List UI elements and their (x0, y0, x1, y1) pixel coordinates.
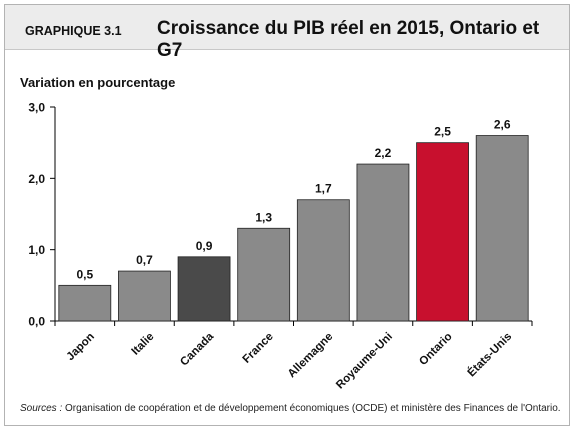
bar-value-label: 0,5 (76, 267, 93, 281)
x-tick-label: Royaume-Uni (334, 331, 395, 392)
sources-text: Organisation de coopération et de dévelo… (65, 403, 561, 414)
bar-value-label: 0,9 (196, 239, 213, 253)
y-tick-label: 0,0 (28, 315, 45, 329)
bar-value-label: 1,7 (315, 182, 332, 196)
sources-note: Sources : Organisation de coopération et… (20, 403, 561, 414)
x-tick-label: États-Unis (465, 330, 514, 379)
y-tick-label: 2,0 (28, 172, 45, 186)
bar (177, 256, 231, 322)
bar (58, 284, 112, 322)
y-tick-label: 1,0 (28, 243, 45, 257)
x-tick-label: Canada (178, 330, 216, 368)
bar-value-label: 2,6 (494, 118, 511, 132)
bar-value-label: 2,5 (434, 125, 451, 139)
figure-label: GRAPHIQUE 3.1 (25, 24, 122, 38)
x-tick-label: Allemagne (286, 331, 336, 381)
chart-frame (4, 4, 570, 426)
sources-lead: Sources : (20, 403, 63, 414)
bar-value-label: 1,3 (255, 210, 272, 224)
bar-value-label: 0,7 (136, 253, 153, 267)
bar (356, 163, 410, 322)
bar (296, 199, 350, 322)
y-axis-label: Variation en pourcentage (20, 75, 176, 90)
x-tick-label: France (241, 331, 276, 366)
bar (475, 135, 529, 322)
bar-value-label: 2,2 (375, 146, 392, 160)
x-tick-label: Italie (130, 331, 157, 358)
chart-title: Croissance du PIB réel en 2015, Ontario … (157, 18, 540, 61)
chart-header: GRAPHIQUE 3.1 Croissance du PIB réel en … (5, 5, 569, 61)
x-tick-label: Japon (64, 331, 96, 363)
x-tick-label: Ontario (417, 331, 454, 368)
y-tick-label: 3,0 (28, 101, 45, 115)
bar (416, 142, 469, 322)
bar (118, 270, 171, 322)
bar (237, 227, 291, 322)
